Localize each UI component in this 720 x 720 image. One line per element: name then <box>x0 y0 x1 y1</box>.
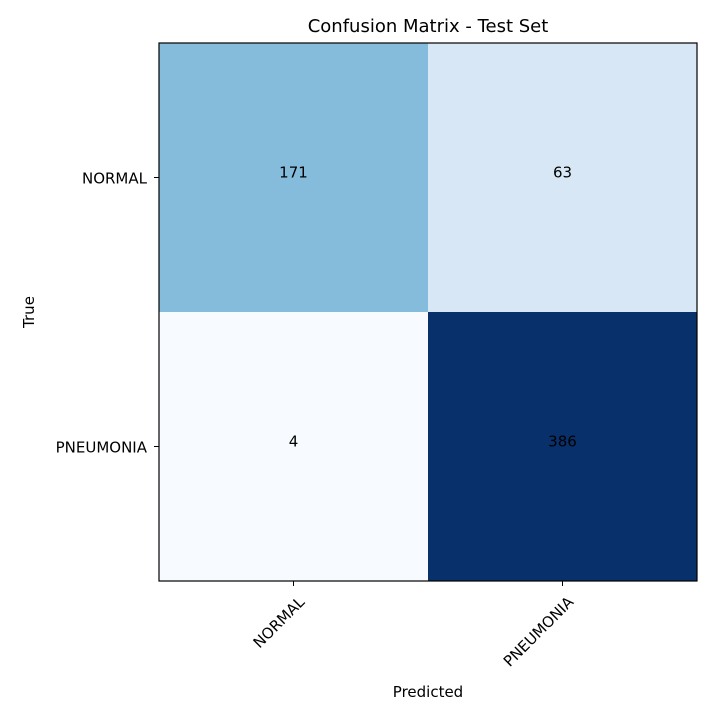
heatmap-cell <box>428 312 697 581</box>
y-axis-label: True <box>20 296 38 329</box>
y-tick-label: PNEUMONIA <box>56 439 148 457</box>
heatmap-cell <box>428 43 697 312</box>
cell-value-label: 171 <box>279 164 308 182</box>
heatmap-cells <box>159 43 697 581</box>
cell-value-label: 63 <box>553 164 572 182</box>
heatmap-cell <box>159 43 428 312</box>
chart-title: Confusion Matrix - Test Set <box>308 16 549 37</box>
y-tick-label: NORMAL <box>82 170 148 188</box>
x-axis-ticks: NORMAL PNEUMONIA <box>250 581 578 670</box>
x-axis-label: Predicted <box>393 683 463 701</box>
plot-frame <box>158 42 698 582</box>
heatmap-cell <box>159 312 428 581</box>
x-tick-label: NORMAL <box>250 593 309 652</box>
cell-value-label: 4 <box>289 433 299 451</box>
y-axis-ticks: NORMAL PNEUMONIA <box>56 170 159 457</box>
x-tick-label: PNEUMONIA <box>500 593 578 671</box>
cell-value-labels: 171 63 4 386 <box>279 164 577 451</box>
cell-value-label: 386 <box>548 433 577 451</box>
